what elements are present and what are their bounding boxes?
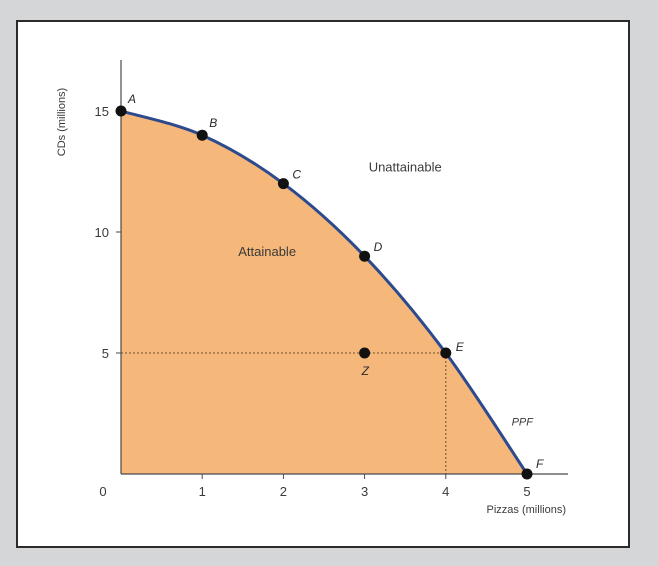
origin-label: 0	[99, 484, 106, 499]
y-axis-title: CDs (millions)	[56, 88, 68, 156]
point-e	[440, 347, 452, 359]
attainable-region	[121, 111, 527, 474]
point-label-c: C	[292, 168, 301, 182]
ppf-label: PPF	[512, 417, 535, 429]
point-label-f: F	[536, 457, 544, 471]
chart-frame: 1 2 3 4 5 5 10 15 0 A B C D E F Z Attainable Unattainabl…	[16, 20, 630, 548]
y-tick-label: 15	[95, 104, 109, 119]
y-tick-label: 10	[95, 225, 109, 240]
point-label-e: E	[456, 340, 465, 354]
point-d	[359, 250, 371, 262]
reference-lines	[121, 352, 447, 474]
tick-labels: 1 2 3 4 5 5 10 15 0	[95, 104, 531, 499]
point-label-b: B	[209, 116, 217, 130]
point-z	[359, 347, 371, 359]
x-tick-label: 2	[280, 484, 287, 499]
data-points	[115, 105, 533, 480]
chart-labels: A B C D E F Z Attainable Unattainable PPF	[127, 92, 544, 471]
point-b	[196, 129, 208, 141]
attainable-label: Attainable	[238, 244, 296, 259]
point-c	[277, 178, 289, 190]
x-axis-title: Pizzas (millions)	[487, 504, 566, 516]
point-label-a: A	[127, 92, 136, 106]
unattainable-label: Unattainable	[369, 160, 442, 175]
x-tick-label: 5	[523, 484, 530, 499]
x-tick-label: 4	[442, 484, 449, 499]
y-tick-label: 5	[102, 346, 109, 361]
x-tick-label: 3	[361, 484, 368, 499]
point-label-z: Z	[361, 364, 370, 378]
point-a	[115, 105, 127, 117]
ppf-chart: 1 2 3 4 5 5 10 15 0 A B C D E F Z Attainable Unattainabl…	[56, 60, 568, 516]
x-tick-label: 1	[199, 484, 206, 499]
point-f	[521, 468, 533, 480]
point-label-d: D	[374, 240, 383, 254]
